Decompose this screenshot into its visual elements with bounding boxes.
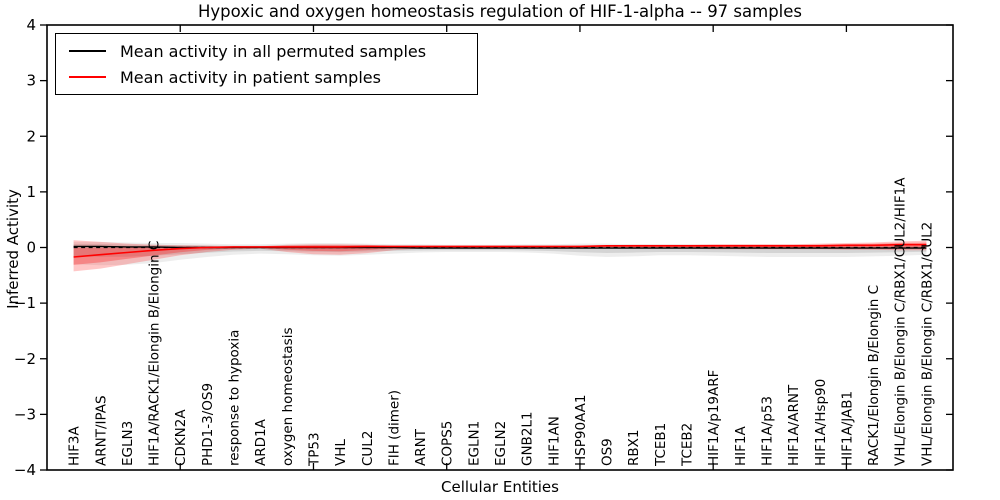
legend-label: Mean activity in all permuted samples xyxy=(120,41,427,61)
category-label: HIF3A xyxy=(67,426,83,466)
category-label: HIF1A/ARNT xyxy=(786,384,802,466)
chart-title: Hypoxic and oxygen homeostasis regulatio… xyxy=(197,2,803,21)
y-tick-label: −3 xyxy=(14,405,36,423)
category-label: ARD1A xyxy=(253,418,269,466)
patient-mean-line xyxy=(73,243,927,258)
category-label: TCEB1 xyxy=(653,423,669,467)
y-tick-label: 1 xyxy=(26,183,36,201)
category-label: ARNT xyxy=(413,428,429,466)
legend-item-permuted: Mean activity in all permuted samples xyxy=(69,42,477,61)
category-label: HSP90AA1 xyxy=(573,395,589,466)
category-label: TCEB2 xyxy=(680,423,696,467)
legend-line-black xyxy=(69,50,106,52)
legend-item-patient: Mean activity in patient samples xyxy=(69,68,477,87)
category-label: TP53 xyxy=(306,432,322,467)
category-label: VHL/Elongin B/Elongin C/RBX1/CUL2/HIF1A xyxy=(893,177,909,466)
y-tick-label: −2 xyxy=(14,350,36,368)
y-axis-label: Inferred Activity xyxy=(4,189,22,309)
category-label: VHL xyxy=(333,439,349,466)
category-label: HIF1A/p53 xyxy=(759,396,775,466)
category-label: response to hypoxia xyxy=(227,330,243,466)
category-label: FIH (dimer) xyxy=(386,390,402,466)
category-label: VHL/Elongin B/Elongin C/RBX1/CUL2 xyxy=(919,222,935,466)
category-label: COPS5 xyxy=(440,421,456,466)
y-tick-label: 3 xyxy=(26,72,36,90)
legend-line-red xyxy=(69,76,106,78)
y-tick-label: 4 xyxy=(26,16,36,34)
y-tick-label: −4 xyxy=(14,461,36,479)
y-tick-label: 0 xyxy=(26,239,36,257)
category-label: HIF1AN xyxy=(546,416,562,466)
x-axis-label: Cellular Entities xyxy=(441,478,559,496)
category-label: CDKN2A xyxy=(173,409,189,466)
category-label: HIF1A/Hsp90 xyxy=(813,379,829,466)
category-label: CUL2 xyxy=(360,431,376,466)
category-label: PHD1-3/OS9 xyxy=(200,383,216,466)
category-label: HIF1A/p19ARF xyxy=(706,370,722,466)
category-label: ARNT/IPAS xyxy=(93,395,109,466)
category-label: EGLN2 xyxy=(493,421,509,466)
category-label: HIF1A xyxy=(733,426,749,466)
category-label: HIF1A/RACK1/Elongin B/Elongin C xyxy=(147,241,163,466)
category-label: oxygen homeostasis xyxy=(280,328,296,467)
category-label: GNB2L1 xyxy=(520,411,536,466)
category-label: EGLN3 xyxy=(120,421,136,466)
legend-label: Mean activity in patient samples xyxy=(120,67,381,87)
category-label: EGLN1 xyxy=(466,421,482,466)
category-label: HIF1A/JAB1 xyxy=(839,391,855,466)
category-label: RACK1/Elongin B/Elongin C xyxy=(866,285,882,466)
category-label: RBX1 xyxy=(626,430,642,466)
legend: Mean activity in all permuted samples Me… xyxy=(55,33,478,95)
y-tick-label: 2 xyxy=(26,127,36,145)
category-label: OS9 xyxy=(600,438,616,466)
y-tick-label: −1 xyxy=(14,294,36,312)
